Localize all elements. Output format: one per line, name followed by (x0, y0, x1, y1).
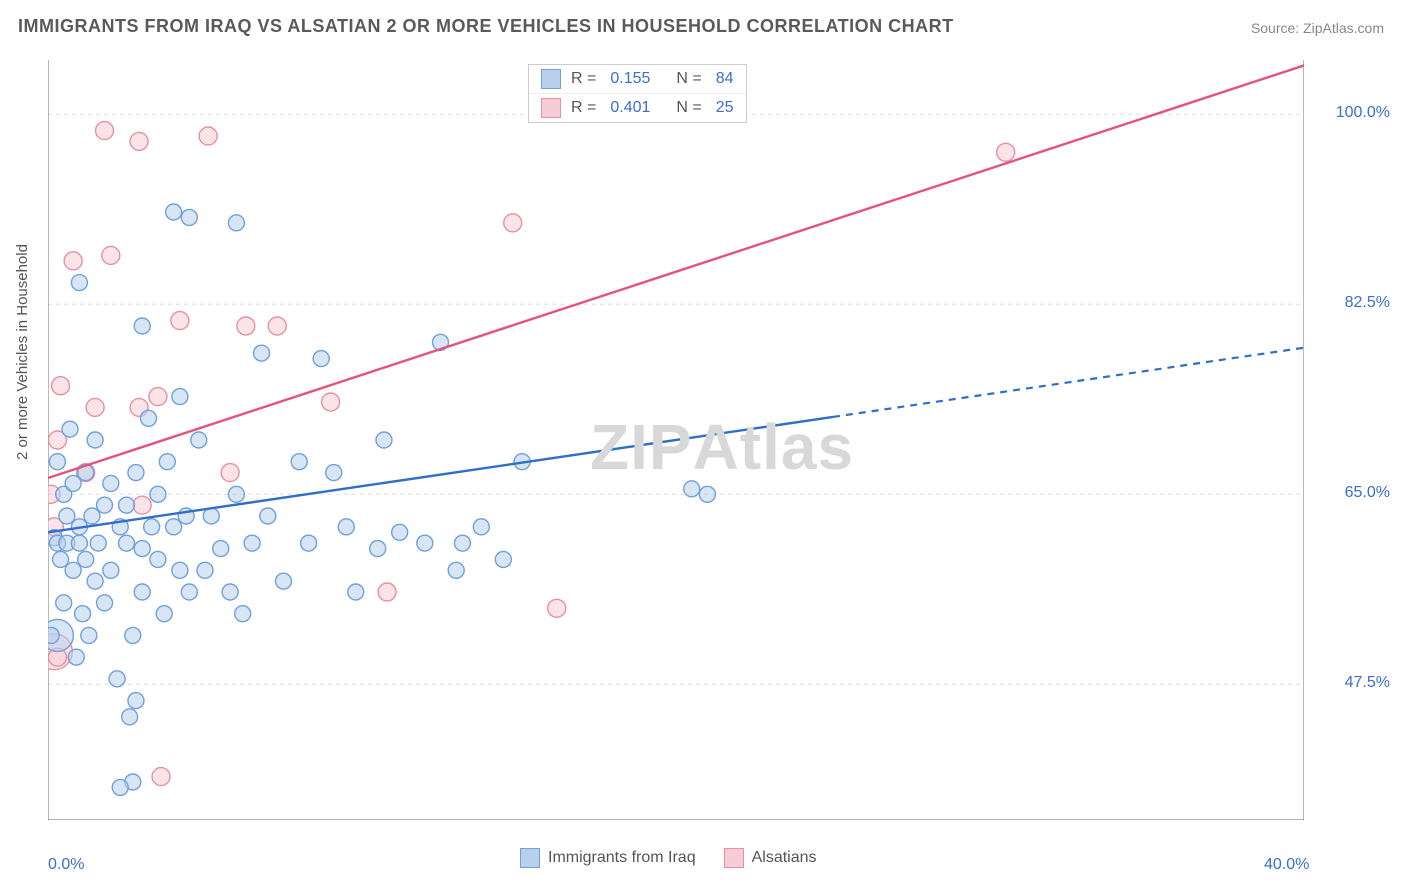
series-legend: Immigrants from Iraq Alsatians (520, 848, 817, 868)
y-axis-label: 2 or more Vehicles in Household (14, 244, 31, 460)
correlation-legend: R = 0.155 N = 84 R = 0.401 N = 25 (528, 64, 747, 123)
y-tick-label: 100.0% (1336, 104, 1390, 122)
swatch-alsatian (541, 98, 561, 118)
n-label: N = (676, 99, 701, 117)
watermark-atlas: Atlas (693, 411, 855, 483)
legend-row-iraq: R = 0.155 N = 84 (529, 65, 746, 94)
legend-row-alsatian: R = 0.401 N = 25 (529, 94, 746, 122)
swatch-alsatian (724, 848, 744, 868)
r-value-alsatian: 0.401 (610, 99, 650, 117)
y-tick-label: 82.5% (1345, 294, 1390, 312)
swatch-iraq (520, 848, 540, 868)
r-label: R = (571, 70, 596, 88)
legend-item-alsatian: Alsatians (724, 848, 817, 868)
watermark: ZIPAtlas (590, 410, 854, 484)
r-value-iraq: 0.155 (610, 70, 650, 88)
n-value-iraq: 84 (716, 70, 734, 88)
n-label: N = (676, 70, 701, 88)
chart-title: IMMIGRANTS FROM IRAQ VS ALSATIAN 2 OR MO… (18, 16, 954, 37)
r-label: R = (571, 99, 596, 117)
n-value-alsatian: 25 (716, 99, 734, 117)
swatch-iraq (541, 69, 561, 89)
legend-label-alsatian: Alsatians (752, 849, 817, 867)
legend-item-iraq: Immigrants from Iraq (520, 848, 696, 868)
y-tick-label: 47.5% (1345, 674, 1390, 692)
watermark-zip: ZIP (590, 411, 693, 483)
legend-label-iraq: Immigrants from Iraq (548, 849, 696, 867)
source-label: Source: ZipAtlas.com (1251, 20, 1384, 36)
x-tick-label: 0.0% (48, 856, 84, 874)
y-tick-label: 65.0% (1345, 484, 1390, 502)
x-tick-label: 40.0% (1264, 856, 1309, 874)
